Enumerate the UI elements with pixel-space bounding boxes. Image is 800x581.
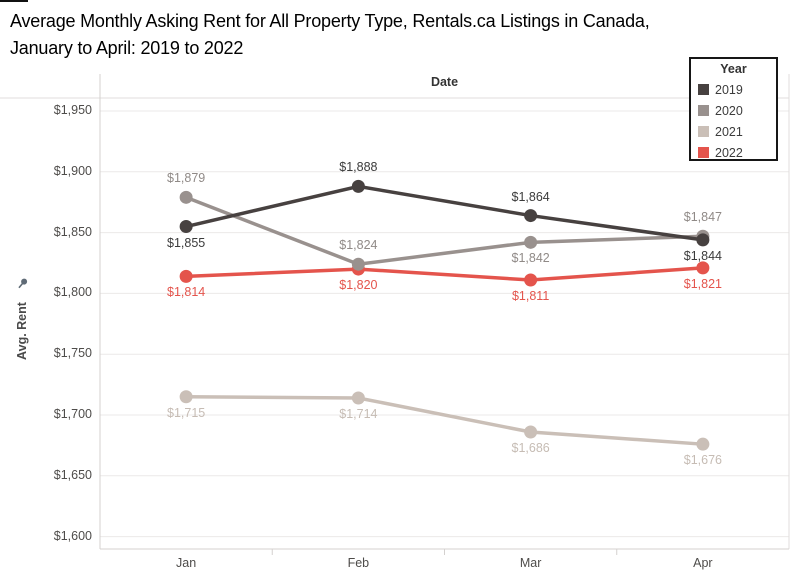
y-axis-title: Avg. Rent xyxy=(15,302,29,360)
data-label-2021-mar: $1,686 xyxy=(511,441,550,456)
pin-icon[interactable] xyxy=(15,276,30,291)
chart-title-line2: January to April: 2019 to 2022 xyxy=(10,38,244,58)
data-label-2021-jan: $1,715 xyxy=(167,405,206,420)
data-label-2022-mar: $1,811 xyxy=(511,289,550,304)
data-point-2022-jan[interactable] xyxy=(179,269,193,283)
y-tick-label: $1,850 xyxy=(53,224,92,239)
data-point-2019-apr[interactable] xyxy=(696,233,710,247)
data-point-2022-apr[interactable] xyxy=(696,261,710,275)
data-label-2019-jan: $1,855 xyxy=(167,235,206,250)
legend-item-2021[interactable]: 2021 xyxy=(691,121,776,142)
legend-item-2022[interactable]: 2022 xyxy=(691,142,776,163)
legend-swatch-2022 xyxy=(698,147,709,158)
y-tick-label: $1,600 xyxy=(53,528,92,543)
series-line-2019[interactable] xyxy=(185,184,704,242)
data-label-2020-mar: $1,842 xyxy=(511,251,550,266)
legend-title: Year xyxy=(720,62,747,76)
legend-label-2022: 2022 xyxy=(715,145,743,160)
data-point-2019-feb[interactable] xyxy=(351,179,365,193)
data-label-2020-jan: $1,879 xyxy=(167,171,206,186)
data-label-2022-feb: $1,820 xyxy=(339,278,378,293)
y-tick-label: $1,900 xyxy=(53,163,92,178)
chart-title: Average Monthly Asking Rent for All Prop… xyxy=(10,8,796,62)
series-line-2021[interactable] xyxy=(186,395,703,446)
legend-swatch-2021 xyxy=(698,126,709,137)
y-tick-label: $1,650 xyxy=(53,467,92,482)
data-label-2022-apr: $1,821 xyxy=(683,276,722,291)
data-point-2019-mar[interactable] xyxy=(524,209,538,223)
x-axis-header: Date xyxy=(430,75,459,89)
series-line-2022[interactable] xyxy=(186,266,703,282)
data-label-2020-apr: $1,847 xyxy=(683,210,722,225)
data-point-2019-jan[interactable] xyxy=(179,220,193,234)
x-tick-label-jan: Jan xyxy=(176,556,197,570)
x-tick-label-apr: Apr xyxy=(693,556,713,570)
legend-swatch-2020 xyxy=(698,105,709,116)
legend-label-2020: 2020 xyxy=(715,103,743,118)
data-label-2021-apr: $1,676 xyxy=(683,453,722,468)
data-point-2020-mar[interactable] xyxy=(524,235,538,249)
y-tick-label: $1,950 xyxy=(53,103,92,117)
data-label-2021-feb: $1,714 xyxy=(339,406,378,421)
data-point-2021-feb[interactable] xyxy=(351,391,365,405)
legend-label-2021: 2021 xyxy=(715,124,743,139)
legend-rows: 2019 2020 2021 2022 xyxy=(691,79,776,163)
data-label-2019-apr: $1,844 xyxy=(683,248,722,263)
y-tick-label: $1,800 xyxy=(53,285,92,300)
x-tick-label-mar: Mar xyxy=(519,556,542,570)
y-tick-label: $1,750 xyxy=(53,346,92,361)
data-label-2020-feb: $1,824 xyxy=(339,238,378,253)
data-label-2019-feb: $1,888 xyxy=(339,160,378,175)
chart-title-line1: Average Monthly Asking Rent for All Prop… xyxy=(10,11,650,31)
data-point-2020-feb[interactable] xyxy=(351,257,365,271)
legend-item-2020[interactable]: 2020 xyxy=(691,100,776,121)
series-line-2020[interactable] xyxy=(185,195,703,267)
data-label-2019-mar: $1,864 xyxy=(511,189,550,204)
legend-label-2019: 2019 xyxy=(715,82,743,97)
screen-edge-artifact xyxy=(0,0,28,2)
data-point-2021-apr[interactable] xyxy=(696,437,710,451)
legend-item-2019[interactable]: 2019 xyxy=(691,79,776,100)
data-point-2021-jan[interactable] xyxy=(179,390,193,404)
data-label-2022-jan: $1,814 xyxy=(167,285,206,300)
x-tick-label-feb: Feb xyxy=(347,556,370,570)
data-point-2022-mar[interactable] xyxy=(524,273,538,287)
data-point-2021-mar[interactable] xyxy=(524,425,538,439)
legend: Year 2019 2020 2021 2022 xyxy=(689,57,778,161)
y-tick-label: $1,700 xyxy=(53,407,92,421)
legend-swatch-2019 xyxy=(698,84,709,95)
data-point-2020-jan[interactable] xyxy=(179,190,193,204)
